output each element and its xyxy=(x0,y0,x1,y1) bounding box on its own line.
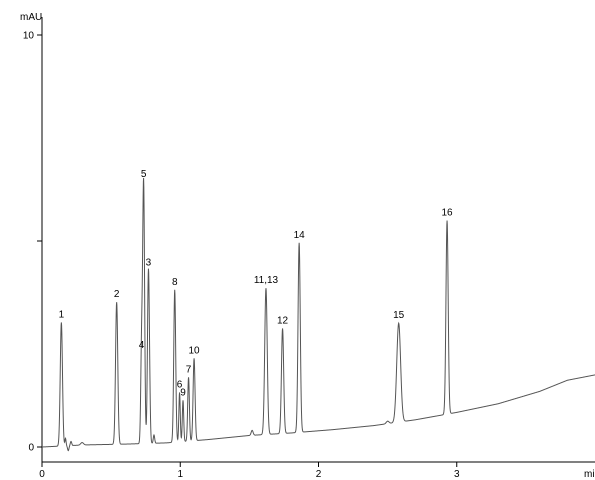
y-tick-label: 0 xyxy=(28,443,34,454)
chromatogram-trace xyxy=(41,177,595,452)
peak-label: 3 xyxy=(146,257,152,268)
peak-label: 2 xyxy=(114,289,120,300)
y-unit-label: mAU xyxy=(20,12,42,23)
peak-label: 7 xyxy=(186,364,192,375)
x-tick-label: 3 xyxy=(454,469,460,480)
y-axis-ticks: 0 10 xyxy=(23,31,42,454)
peak-label: 10 xyxy=(189,345,201,356)
peak-label: 11,13 xyxy=(254,275,279,286)
peak-label: 9 xyxy=(180,387,186,398)
peak-label: 4 xyxy=(139,340,145,351)
x-tick-label: 2 xyxy=(316,469,322,480)
peak-label: 6 xyxy=(177,379,183,390)
x-tick-label: 1 xyxy=(177,469,183,480)
peak-label: 14 xyxy=(294,230,306,241)
peak-label: 1 xyxy=(59,309,65,320)
x-axis-ticks: 0 1 2 3 xyxy=(39,462,460,480)
peak-label: 8 xyxy=(172,277,178,288)
y-tick-label: 10 xyxy=(23,31,35,42)
x-tick-label: 0 xyxy=(39,469,45,480)
peak-label: 12 xyxy=(277,315,289,326)
peak-label: 16 xyxy=(442,207,454,218)
peak-label: 15 xyxy=(393,310,405,321)
peak-label: 5 xyxy=(141,169,147,180)
x-unit-label: min xyxy=(584,469,595,480)
